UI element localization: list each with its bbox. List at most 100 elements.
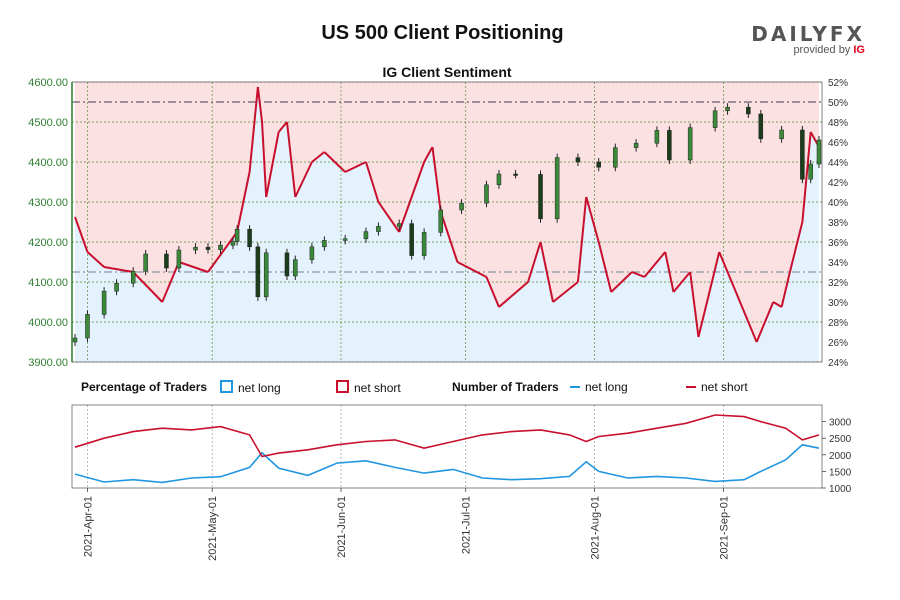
sentiment-line-segment bbox=[498, 281, 529, 308]
sentiment-line-segment bbox=[277, 121, 288, 133]
sentiment-line-segment bbox=[294, 161, 313, 198]
x-tick-label: 2021-May-01 bbox=[207, 496, 219, 561]
candle-body bbox=[596, 161, 601, 168]
candle-body bbox=[363, 231, 369, 240]
candle-body bbox=[409, 223, 414, 256]
candle-body bbox=[218, 244, 223, 250]
candle-body bbox=[687, 127, 693, 161]
sentiment-line-segment bbox=[377, 201, 401, 233]
pct-tick-label: 38% bbox=[828, 218, 848, 229]
candle-body bbox=[496, 173, 502, 186]
candle-body bbox=[808, 163, 813, 180]
candle-body bbox=[72, 337, 78, 343]
net-short-area bbox=[75, 82, 819, 342]
pct-tick-label: 48% bbox=[828, 118, 848, 129]
pct-tick-label: 52% bbox=[828, 78, 848, 89]
price-tick-label: 4100.00 bbox=[28, 277, 68, 289]
candle-body bbox=[816, 139, 822, 165]
candle-body bbox=[376, 226, 381, 232]
x-tick-label: 2021-Jun-01 bbox=[336, 496, 348, 558]
candle-body bbox=[575, 157, 581, 163]
candle-body bbox=[114, 282, 119, 292]
sentiment-line-segment bbox=[178, 261, 209, 273]
sentiment-line-segment bbox=[643, 251, 666, 278]
candle-body bbox=[459, 202, 464, 211]
net-short-line-icon bbox=[686, 386, 696, 388]
sentiment-line-segment bbox=[103, 266, 134, 273]
sentiment-line-segment bbox=[431, 146, 442, 213]
sentiment-line-segment bbox=[697, 251, 721, 338]
chart-subtitle: IG Client Sentiment bbox=[382, 64, 512, 80]
candle-body bbox=[484, 184, 489, 204]
candle-body bbox=[712, 110, 718, 128]
legend-num-short-label: net short bbox=[701, 380, 748, 394]
candle-body bbox=[538, 174, 543, 220]
chart-title: US 500 Client Positioning bbox=[321, 22, 564, 44]
candle-body bbox=[758, 113, 764, 140]
sentiment-line-segment bbox=[672, 271, 691, 293]
pct-tick-label: 42% bbox=[828, 178, 848, 189]
candle-body bbox=[438, 209, 444, 233]
sentiment-line-segment bbox=[439, 211, 459, 263]
sentiment-line-segment bbox=[485, 276, 500, 308]
sentiment-line-segment bbox=[788, 221, 804, 273]
sentiment-line-segment bbox=[261, 121, 268, 198]
pct-tick-label: 26% bbox=[828, 338, 848, 349]
sentiment-line-segment bbox=[248, 86, 259, 173]
sentiment-line-segment bbox=[265, 131, 280, 198]
pct-tick-label: 46% bbox=[828, 138, 848, 149]
candle-body bbox=[800, 129, 805, 180]
x-tick-label: 2021-Jul-01 bbox=[461, 496, 473, 554]
traders-tick-label: 1000 bbox=[829, 484, 852, 495]
net-long-line-icon bbox=[570, 386, 580, 388]
sentiment-line-segment bbox=[718, 251, 733, 283]
legend-num-short[interactable]: net short bbox=[686, 380, 748, 394]
pct-tick-label: 40% bbox=[828, 198, 848, 209]
pct-tick-label: 50% bbox=[828, 98, 848, 109]
sentiment-line-segment bbox=[585, 196, 600, 243]
candle-body bbox=[176, 249, 182, 269]
sentiment-line-segment bbox=[364, 161, 380, 203]
traders-net-short-line bbox=[74, 414, 820, 458]
pct-tick-label: 34% bbox=[828, 258, 848, 269]
candle-body bbox=[779, 129, 784, 140]
candle-body bbox=[725, 106, 730, 112]
legend-pct-long-label: net long bbox=[238, 381, 281, 395]
price-tick-label: 3900.00 bbox=[28, 357, 68, 369]
net-long-square-icon bbox=[220, 380, 233, 393]
sentiment-line-segment bbox=[311, 151, 326, 163]
candle-body bbox=[247, 228, 252, 248]
traders-tick-label: 2500 bbox=[829, 434, 852, 445]
candle-body bbox=[284, 252, 290, 277]
brand-wordmark: DAILYFX bbox=[751, 22, 865, 46]
pct-tick-label: 32% bbox=[828, 278, 848, 289]
candle-body bbox=[293, 259, 298, 277]
legend-pct-short[interactable]: net short bbox=[336, 380, 401, 395]
brand-logo[interactable]: DAILYFX provided by IG bbox=[751, 22, 865, 56]
candle-body bbox=[633, 142, 639, 148]
brand-tagline-text: provided by bbox=[793, 44, 851, 56]
candle-body bbox=[654, 130, 660, 144]
traders-tick-label: 2000 bbox=[829, 451, 852, 462]
brand-tagline: provided by IG bbox=[751, 44, 865, 56]
pct-tick-label: 44% bbox=[828, 158, 848, 169]
x-tick-label: 2021-Sep-01 bbox=[718, 496, 730, 560]
sentiment-line-segment bbox=[161, 261, 180, 303]
price-tick-label: 4000.00 bbox=[28, 317, 68, 329]
candle-body bbox=[101, 290, 107, 315]
candle-body bbox=[513, 173, 518, 176]
price-tick-label: 4300.00 bbox=[28, 197, 68, 209]
sentiment-line-segment bbox=[730, 281, 750, 323]
sentiment-line-segment bbox=[132, 271, 164, 303]
sentiment-line-segment bbox=[539, 241, 554, 303]
legend-pct-long[interactable]: net long bbox=[220, 380, 281, 395]
candle-body bbox=[396, 223, 402, 227]
legend-num-long[interactable]: net long bbox=[570, 380, 628, 394]
candle-body bbox=[164, 253, 169, 269]
sentiment-line-segment bbox=[398, 161, 426, 233]
sentiment-line-segment bbox=[256, 86, 264, 123]
sentiment-line-segment bbox=[323, 151, 346, 173]
candle-body bbox=[234, 228, 240, 242]
price-tick-label: 4200.00 bbox=[28, 237, 68, 249]
